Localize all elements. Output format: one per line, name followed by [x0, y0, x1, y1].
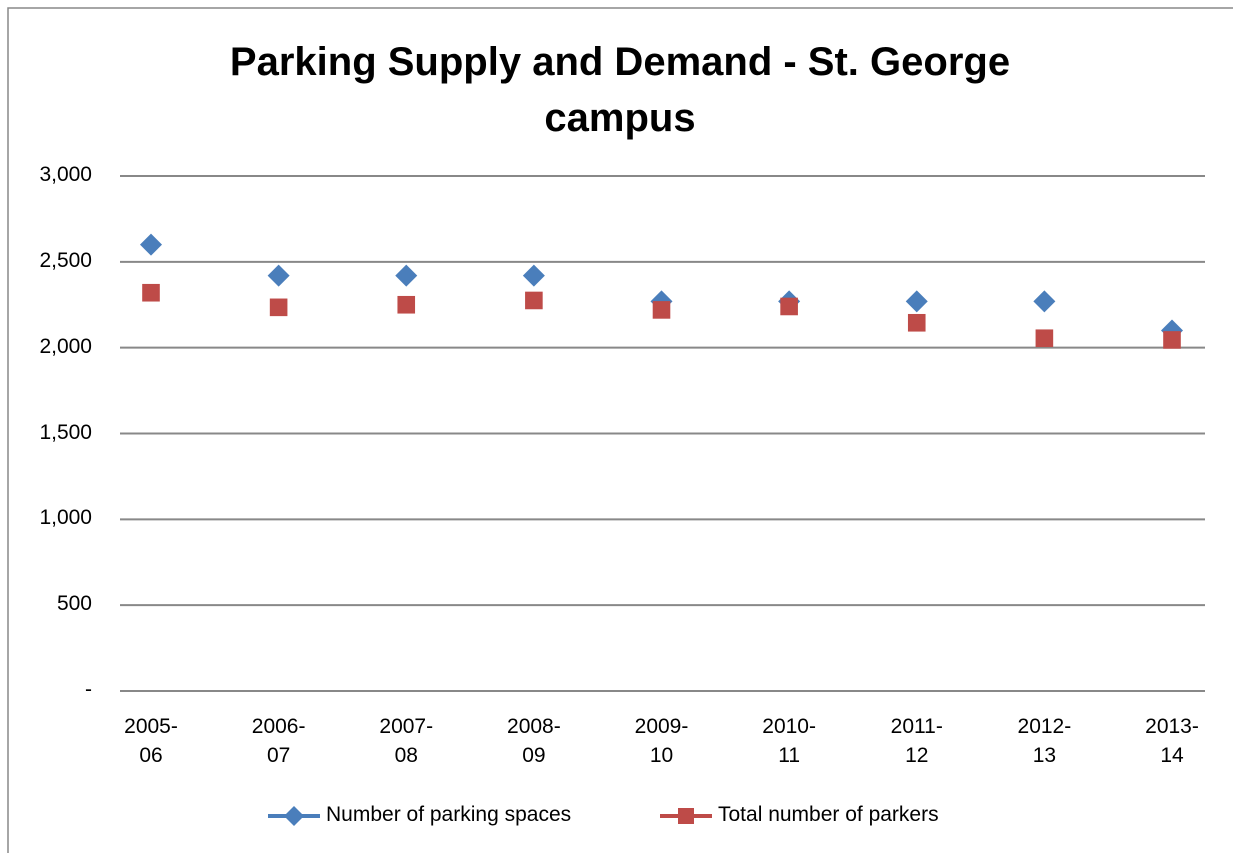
x-tick-label: 2006-07 — [251, 715, 306, 767]
x-tick-label: 2009-10 — [634, 715, 689, 767]
x-tick-label: 2013-14 — [1145, 715, 1199, 767]
chart-title: Parking Supply and Demand - St. George c… — [229, 40, 1011, 140]
marker — [907, 313, 926, 332]
x-tick-label: 2011-12 — [890, 715, 943, 767]
x-tick-label: 2012-13 — [1017, 715, 1072, 767]
marker — [652, 301, 671, 319]
chart-border — [7, 7, 1233, 853]
y-tick-label: 1,500 — [39, 420, 92, 444]
x-tick-label: 2010-11 — [762, 715, 816, 767]
marker — [1035, 329, 1054, 348]
marker — [269, 298, 288, 317]
y-tick-label: 1,000 — [39, 506, 92, 530]
marker — [395, 264, 418, 287]
x-tick-label: 2005-06 — [124, 715, 178, 767]
legend-marker — [284, 806, 304, 826]
y-tick-label: - — [85, 678, 92, 701]
y-tick-label: 3,000 — [39, 163, 92, 186]
legend-label: Total number of parkers — [718, 803, 939, 826]
y-tick-label: 2,500 — [39, 248, 92, 272]
marker — [1163, 331, 1181, 349]
legend-marker — [678, 808, 694, 824]
marker — [780, 297, 798, 316]
marker — [525, 291, 543, 310]
marker — [397, 295, 416, 314]
marker — [142, 283, 160, 302]
marker — [1033, 290, 1056, 313]
legend-label: Number of parking spaces — [326, 803, 572, 826]
marker — [140, 233, 162, 256]
marker — [522, 264, 545, 287]
x-tick-label: 2008-09 — [507, 715, 561, 767]
y-tick-label: 500 — [56, 592, 92, 616]
marker — [267, 264, 290, 287]
x-tick-label: 2007-08 — [379, 715, 434, 767]
y-tick-label: 2,000 — [39, 334, 92, 358]
marker — [905, 290, 928, 313]
